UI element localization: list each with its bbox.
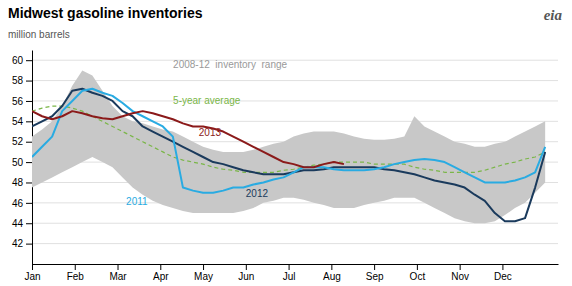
x-tick: Feb — [67, 264, 85, 282]
x-tick: Apr — [153, 264, 169, 282]
tick-label: 54 — [12, 116, 24, 127]
tick-label: 58 — [12, 75, 24, 86]
tick-label: Jan — [24, 271, 40, 282]
tick-label: 44 — [12, 218, 24, 229]
tick-mark — [289, 264, 290, 270]
x-tick: Sep — [366, 264, 384, 282]
tick-mark — [26, 142, 32, 143]
x-tick: Nov — [451, 264, 469, 282]
tick-mark — [26, 203, 32, 204]
y-tick: 46 — [12, 198, 32, 209]
y-axis-label: million barrels — [8, 29, 70, 40]
tick-label: Apr — [153, 271, 169, 282]
grid-line — [32, 243, 558, 244]
tick-mark — [460, 264, 461, 270]
y-tick: 42 — [12, 238, 32, 249]
line — [32, 106, 545, 172]
tick-label: Jul — [283, 271, 296, 282]
x-tick: Jun — [238, 264, 254, 282]
tick-label: Feb — [67, 271, 85, 282]
y-tick: 44 — [12, 218, 32, 229]
tick-label: May — [194, 271, 213, 282]
x-tick: May — [194, 264, 213, 282]
tick-label: Oct — [410, 271, 426, 282]
line — [32, 111, 344, 167]
tick-label: 56 — [12, 96, 24, 107]
tick-label: Nov — [451, 271, 469, 282]
annotation: 5-year average — [173, 95, 241, 106]
tick-mark — [160, 264, 161, 270]
y-tick: 48 — [12, 177, 32, 188]
y-tick: 60 — [12, 55, 32, 66]
annotation: 2011 — [126, 196, 148, 207]
tick-mark — [26, 162, 32, 163]
x-tick: Jul — [283, 264, 296, 282]
x-tick: Dec — [494, 264, 512, 282]
tick-label: 52 — [12, 136, 24, 147]
annotation: 2008-12 inventory range — [173, 59, 287, 70]
tick-mark — [203, 264, 204, 270]
tick-mark — [331, 264, 332, 270]
y-axis: 42 44 46 48 50 52 54 56 58 60 — [12, 51, 33, 265]
tick-label: Dec — [494, 271, 512, 282]
y-tick: 52 — [12, 136, 32, 147]
line — [32, 89, 545, 221]
tick-mark — [374, 264, 375, 270]
x-axis: Jan Feb Mar Apr May Jun Jul Aug Sep Oct Nov Dec — [24, 264, 558, 282]
tick-label: Sep — [366, 271, 384, 282]
x-tick: Mar — [109, 264, 127, 282]
tick-mark — [32, 264, 33, 270]
tick-mark — [26, 121, 32, 122]
tick-label: Aug — [323, 271, 341, 282]
grid — [32, 60, 558, 243]
tick-label: 60 — [12, 55, 24, 66]
tick-label: 50 — [12, 157, 24, 168]
tick-mark — [26, 101, 32, 102]
logo: eia — [544, 7, 563, 23]
x-tick: Jan — [24, 264, 40, 282]
tick-label: 46 — [12, 198, 24, 209]
tick-label: 42 — [12, 238, 24, 249]
tick-mark — [502, 264, 503, 270]
tick-mark — [246, 264, 247, 270]
tick-mark — [26, 182, 32, 183]
tick-mark — [26, 60, 32, 61]
x-tick: Oct — [410, 264, 426, 282]
grid-line — [32, 80, 558, 81]
axis-line — [33, 264, 559, 265]
x-tick: Aug — [323, 264, 341, 282]
tick-label: 48 — [12, 177, 24, 188]
tick-label: Jun — [238, 271, 254, 282]
y-tick: 56 — [12, 96, 32, 107]
annotations: 2008-12 inventory range 5-year average 201… — [126, 7, 562, 207]
line — [32, 89, 545, 193]
tick-label: Mar — [109, 271, 127, 282]
marks — [32, 70, 545, 223]
chart: Jan Feb Mar Apr May Jun Jul Aug Sep Oct Nov Dec 42 44… — [0, 0, 572, 286]
y-tick: 58 — [12, 75, 32, 86]
annotation: 2012 — [246, 188, 269, 199]
range-area — [32, 70, 545, 223]
title: Midwest gasoline inventories — [8, 5, 203, 21]
tick-mark — [417, 264, 418, 270]
grid-line — [32, 60, 558, 61]
y-tick: 50 — [12, 157, 32, 168]
tick-mark — [75, 264, 76, 270]
tick-mark — [118, 264, 119, 270]
y-tick: 54 — [12, 116, 32, 127]
tick-mark — [26, 244, 32, 245]
annotation: 2013 — [199, 127, 222, 138]
tick-mark — [26, 81, 32, 82]
tick-mark — [26, 223, 32, 224]
